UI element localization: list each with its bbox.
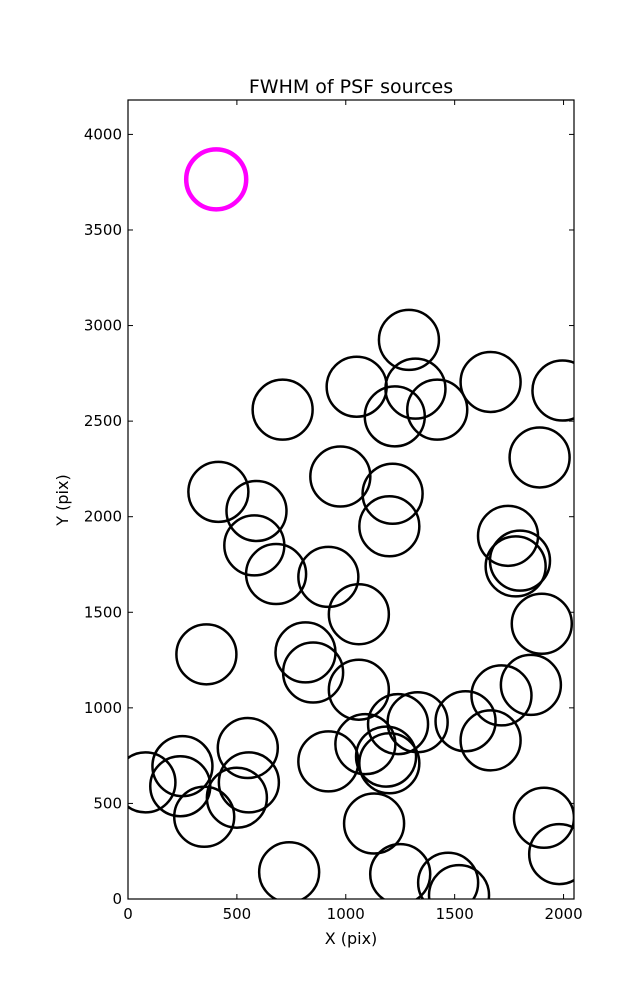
psf-source-circle — [216, 716, 280, 780]
psf-source-circle — [366, 692, 430, 756]
psf-source-circle — [257, 840, 321, 899]
psf-source-circle — [488, 529, 552, 592]
psf-source-circle — [361, 462, 424, 526]
psf-source-circle — [225, 479, 288, 543]
psf-source-circle — [416, 851, 480, 899]
psf-source-circle — [327, 658, 391, 721]
psf-source-circle — [354, 725, 418, 788]
psf-source-circle — [334, 712, 397, 776]
x-tick-label: 500 — [223, 905, 252, 923]
psf-source-circle — [297, 730, 360, 793]
psf-source-circle — [527, 822, 574, 886]
psf-source-circle — [309, 445, 372, 508]
x-axis-label: X (pix) — [325, 929, 378, 948]
psf-source-circle — [342, 792, 406, 855]
y-tick-label: 2500 — [84, 412, 122, 430]
psf-source-circle — [327, 582, 391, 646]
chart-title: FWHM of PSF sources — [249, 76, 453, 98]
reference-fwhm-circle — [183, 147, 249, 212]
psf-source-circle — [377, 308, 441, 372]
psf-source-circle — [297, 545, 360, 609]
psf-source-circle — [187, 460, 250, 524]
psf-source-circle — [368, 842, 432, 899]
x-tick-label: 1500 — [436, 905, 474, 923]
psf-source-circle — [510, 592, 574, 655]
y-tick-label: 3500 — [84, 221, 122, 239]
y-axis-ticks: 0 500 1000 1500 2000 2500 3000 3500 4000 — [84, 125, 574, 908]
psf-source-circle — [470, 664, 533, 727]
psf-source-circle — [405, 378, 469, 441]
plot-marks — [128, 147, 574, 899]
psf-source-circle — [281, 641, 345, 704]
y-tick-label: 1000 — [84, 699, 122, 717]
psf-source-circle — [274, 621, 337, 684]
psf-source-circle — [244, 542, 308, 606]
psf-source-circle — [427, 863, 491, 899]
psf-source-circle — [128, 751, 177, 814]
psf-source-circle — [434, 689, 497, 753]
psf-source-circle — [172, 785, 236, 849]
psf-source-circle — [508, 426, 571, 489]
psf-source-circle — [358, 495, 421, 558]
x-tick-label: 0 — [123, 905, 133, 923]
psf-source-circle — [363, 385, 427, 448]
y-tick-label: 0 — [112, 890, 122, 908]
psf-source-circle — [459, 350, 522, 414]
plot-area-frame — [127, 99, 575, 900]
psf-source-circle — [459, 709, 522, 772]
psf-source-circle — [531, 359, 574, 422]
psf-source-circle — [175, 623, 238, 686]
psf-source-circle — [499, 653, 563, 717]
x-tick-label: 2000 — [544, 905, 582, 923]
psf-source-circle — [484, 535, 547, 598]
psf-source-circle — [251, 378, 314, 441]
psf-source-circle — [512, 786, 574, 850]
y-tick-label: 2000 — [84, 508, 122, 526]
psf-source-circle — [217, 751, 281, 814]
psf-source-circle — [205, 766, 269, 829]
y-tick-label: 500 — [93, 794, 122, 812]
y-tick-label: 3000 — [84, 317, 122, 335]
y-tick-label: 1500 — [84, 603, 122, 621]
psf-source-circle — [325, 355, 388, 418]
x-tick-label: 1000 — [327, 905, 365, 923]
x-axis-ticks: 0 500 1000 1500 2000 — [123, 100, 583, 923]
y-tick-label: 4000 — [84, 125, 122, 143]
psf-source-circle — [223, 514, 286, 577]
y-axis-label: Y (pix) — [53, 474, 72, 526]
